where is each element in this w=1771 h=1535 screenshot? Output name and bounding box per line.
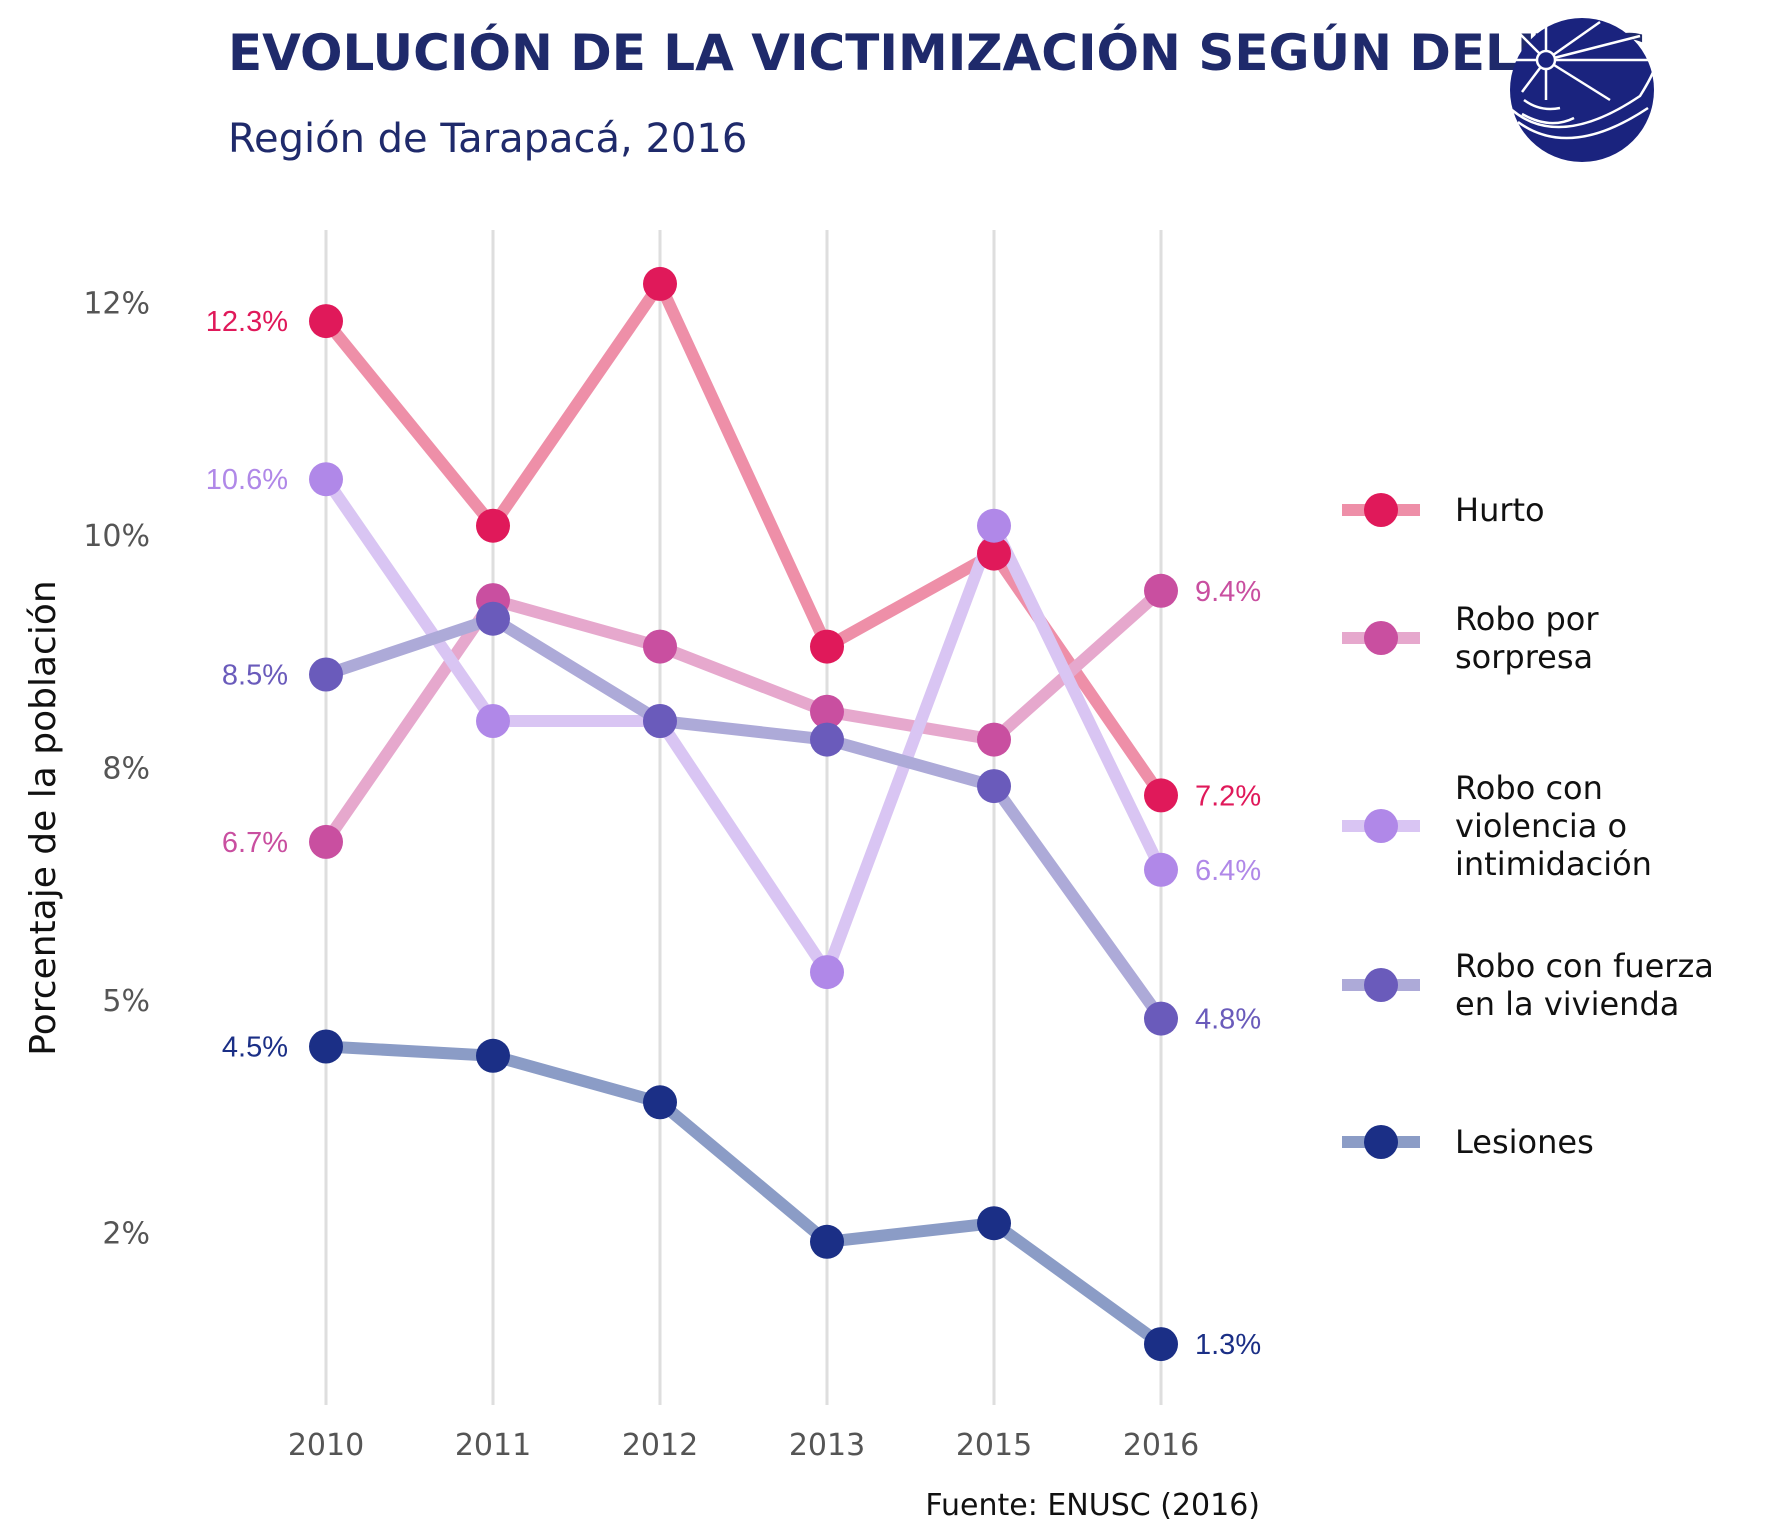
data-point <box>309 1029 343 1064</box>
data-point <box>977 722 1011 757</box>
legend-item: Lesiones <box>1342 1123 1594 1161</box>
legend-label: intimidación <box>1455 845 1652 883</box>
end-value-label: 1.3% <box>1195 1329 1261 1361</box>
data-point <box>810 722 844 757</box>
data-point <box>309 657 343 692</box>
data-point <box>810 694 844 729</box>
series-line <box>320 473 1167 979</box>
legend-swatch-point <box>1364 968 1398 1002</box>
data-point <box>476 508 510 543</box>
data-point <box>810 629 844 664</box>
series-labels: 12.3% 7.2% 6.7% 9.4% 10.6% 6.4% 8.5% 4.8% 4.5% 1.… <box>206 306 1261 1361</box>
series-line <box>320 1040 1167 1351</box>
x-tick-label: 2016 <box>1123 1428 1199 1463</box>
start-value-label: 10.6% <box>206 464 288 496</box>
chart-subtitle: Región de Tarapacá, 2016 <box>228 116 747 162</box>
series-line <box>320 612 1167 1025</box>
end-value-label: 6.4% <box>1195 855 1261 887</box>
data-point <box>309 304 343 339</box>
x-grid <box>324 230 1163 1405</box>
chart-title: EVOLUCIÓN DE LA VICTIMIZACIÓN SEGÚN DELI… <box>228 23 1648 82</box>
data-point <box>309 824 343 859</box>
legend-swatch-point <box>1364 1125 1398 1159</box>
x-tick-label: 2012 <box>622 1428 698 1463</box>
y-tick-label: 2% <box>102 1217 150 1252</box>
data-point <box>977 508 1011 543</box>
data-point <box>810 1224 844 1259</box>
data-point <box>977 536 1011 571</box>
end-value-label: 4.8% <box>1195 1004 1261 1036</box>
legend-swatch-point <box>1364 621 1398 655</box>
data-point <box>643 704 677 738</box>
series-line <box>320 277 1167 802</box>
series-points <box>309 266 1178 1362</box>
x-tick-label: 2015 <box>956 1428 1032 1463</box>
start-value-label: 12.3% <box>206 306 288 338</box>
data-point <box>1144 852 1178 887</box>
series-lines <box>320 277 1167 1351</box>
x-tick-label: 2013 <box>789 1428 865 1463</box>
legend-label: en la vivienda <box>1455 985 1679 1023</box>
data-point <box>643 629 677 664</box>
data-point <box>643 266 677 301</box>
data-point <box>1144 573 1178 608</box>
y-tick-label: 12% <box>83 287 150 322</box>
x-axis: 2010 2011 2012 2013 2015 2016 <box>288 1428 1199 1463</box>
legend-label: Robo con fuerza <box>1455 947 1714 985</box>
x-tick-label: 2010 <box>288 1428 364 1463</box>
y-axis: 2% 5% 8% 10% 12% <box>83 287 150 1252</box>
legend-swatch-point <box>1364 493 1398 527</box>
legend-label: violencia o <box>1455 807 1627 845</box>
legend-swatch-point <box>1364 809 1398 843</box>
data-point <box>476 704 510 738</box>
start-value-label: 4.5% <box>222 1032 288 1064</box>
end-value-label: 7.2% <box>1195 780 1261 812</box>
x-tick-label: 2011 <box>455 1428 531 1463</box>
caption: Fuente: ENUSC (2016) <box>925 1488 1260 1523</box>
institution-seal-icon <box>1510 18 1656 162</box>
data-point <box>476 601 510 636</box>
start-value-label: 8.5% <box>222 660 288 692</box>
legend-label: Robo con <box>1455 769 1603 807</box>
data-point <box>977 1206 1011 1241</box>
data-point <box>1144 1327 1178 1362</box>
end-value-label: 9.4% <box>1195 576 1261 608</box>
y-tick-label: 5% <box>102 984 150 1019</box>
data-point <box>1144 1001 1178 1036</box>
data-point <box>309 462 343 497</box>
y-tick-label: 8% <box>102 752 150 787</box>
series-line <box>320 584 1167 848</box>
legend-label: Lesiones <box>1455 1123 1594 1161</box>
series-layer: 12.3% 7.2% 6.7% 9.4% 10.6% 6.4% 8.5% 4.8% 4.5% 1.… <box>206 266 1261 1362</box>
data-point <box>476 1038 510 1073</box>
y-tick-label: 10% <box>83 519 150 554</box>
legend-label: Robo por <box>1455 600 1599 638</box>
data-point <box>977 769 1011 804</box>
start-value-label: 6.7% <box>222 827 288 859</box>
legend-label: Hurto <box>1455 491 1545 529</box>
data-point <box>643 1085 677 1120</box>
data-point <box>1144 778 1178 813</box>
legend-label: sorpresa <box>1455 638 1593 676</box>
data-point <box>810 955 844 990</box>
y-axis-label: Porcentaje de la población <box>23 580 64 1055</box>
legend-item: Hurto <box>1342 491 1545 529</box>
